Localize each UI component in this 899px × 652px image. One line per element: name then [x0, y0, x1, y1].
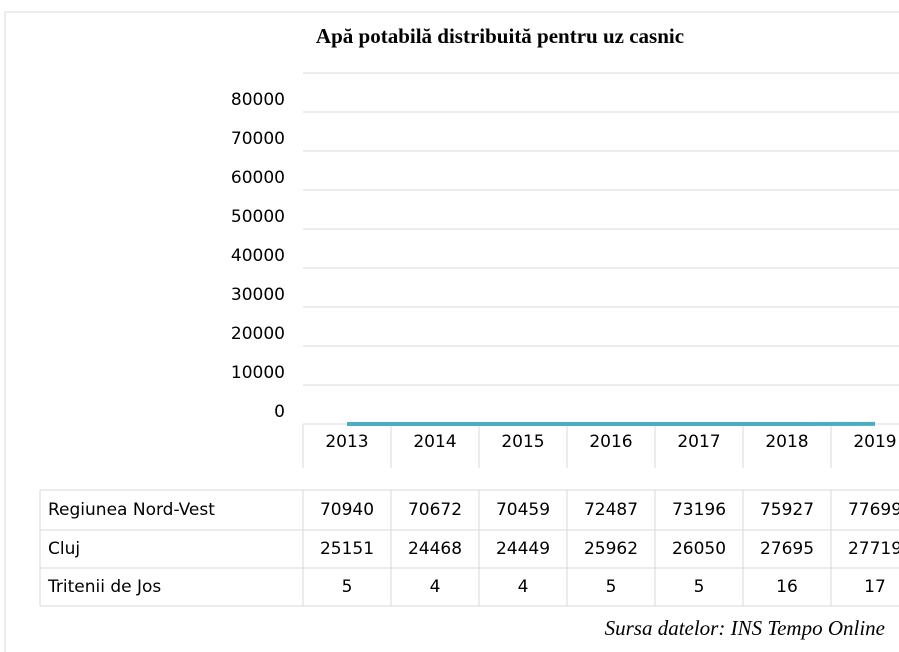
y-tick-label: 20000	[231, 324, 285, 344]
table-value: 25151	[320, 539, 374, 559]
table-value: 5	[342, 577, 353, 597]
table-value: 24449	[496, 539, 550, 559]
table-value: 17	[864, 577, 886, 597]
table-value: 4	[518, 577, 529, 597]
legend-label: Regiunea Nord-Vest	[48, 500, 215, 520]
table-value: 24468	[408, 539, 462, 559]
table-value: 16	[776, 577, 798, 597]
table-value: 72487	[584, 500, 638, 520]
y-tick-label: 70000	[231, 129, 285, 149]
chart-title: Apă potabilă distribuită pentru uz casni…	[316, 24, 684, 48]
x-tick-label: 2017	[677, 432, 720, 452]
table-value: 77699	[848, 500, 899, 520]
table-value: 70459	[496, 500, 550, 520]
legend-label: Tritenii de Jos	[47, 577, 161, 597]
x-tick-label: 2016	[589, 432, 632, 452]
x-tick-label: 2018	[765, 432, 808, 452]
table-value: 26050	[672, 539, 726, 559]
y-tick-label: 40000	[231, 246, 285, 266]
source: Sursa datelor: INS Tempo Online	[605, 616, 885, 640]
x-tick-label: 2013	[325, 432, 368, 452]
x-tick-label: 2019	[853, 432, 896, 452]
x-tick-label: 2014	[413, 432, 456, 452]
table-value: 4	[430, 577, 441, 597]
table-value: 70940	[320, 500, 374, 520]
table-value: 27695	[760, 539, 814, 559]
y-tick-label: 30000	[231, 285, 285, 305]
table-value: 75927	[760, 500, 814, 520]
y-tick-label: 10000	[231, 363, 285, 383]
y-tick-label: 0	[274, 402, 285, 422]
table-value: 25962	[584, 539, 638, 559]
legend-label: Cluj	[48, 539, 80, 559]
y-tick-label: 50000	[231, 207, 285, 227]
table-value: 27719	[848, 539, 899, 559]
table-value: 5	[694, 577, 705, 597]
table-value: 5	[606, 577, 617, 597]
x-tick-label: 2015	[501, 432, 544, 452]
table-value: 70672	[408, 500, 462, 520]
table-value: 73196	[672, 500, 726, 520]
y-tick-label: 60000	[231, 168, 285, 188]
y-tick-label: 80000	[231, 90, 285, 110]
